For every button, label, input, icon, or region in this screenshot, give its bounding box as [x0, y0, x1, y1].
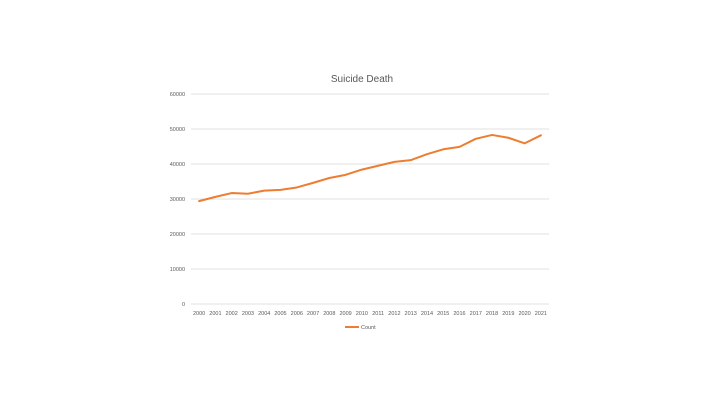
- y-tick-label: 60000: [170, 92, 185, 98]
- x-tick-label: 2011: [372, 311, 384, 317]
- y-tick-label: 20000: [170, 232, 185, 238]
- series-layer: [198, 133, 542, 203]
- x-tick-label: 2007: [307, 311, 319, 317]
- x-tick-label: 2008: [323, 311, 335, 317]
- x-tick-label: 2019: [502, 311, 514, 317]
- x-tick-label: 2017: [470, 311, 482, 317]
- y-axis-ticks: 0 10000 20000 30000 40000 50000 60000: [170, 92, 185, 308]
- x-tick-label: 2014: [421, 311, 433, 317]
- gridlines: [191, 93, 549, 305]
- x-tick-label: 2004: [258, 311, 270, 317]
- x-tick-label: 2010: [356, 311, 368, 317]
- x-tick-label: 2003: [242, 311, 254, 317]
- x-tick-label: 2013: [405, 311, 417, 317]
- x-axis-ticks: 2000 2001 2002 2003 2004 2005 2006 2007 2008 2009…: [193, 311, 547, 317]
- y-tick-label: 40000: [170, 162, 185, 168]
- x-tick-label: 2016: [453, 311, 465, 317]
- x-tick-label: 2006: [291, 311, 303, 317]
- x-tick-label: 2020: [518, 311, 530, 317]
- x-tick-label: 2005: [274, 311, 286, 317]
- series-line: [198, 133, 542, 203]
- y-tick-label: 10000: [170, 267, 185, 273]
- x-tick-label: 2001: [209, 311, 221, 317]
- x-tick-label: 2000: [193, 311, 205, 317]
- x-tick-label: 2012: [388, 311, 400, 317]
- x-tick-label: 2018: [486, 311, 498, 317]
- chart-title: Suicide Death: [331, 74, 393, 85]
- y-tick-label: 0: [182, 302, 185, 308]
- y-tick-label: 30000: [170, 197, 185, 203]
- x-tick-label: 2002: [226, 311, 238, 317]
- y-tick-label: 50000: [170, 127, 185, 133]
- x-tick-label: 2021: [535, 311, 547, 317]
- x-tick-label: 2009: [339, 311, 351, 317]
- x-tick-label: 2015: [437, 311, 449, 317]
- legend-label: Count: [361, 325, 376, 331]
- legend: Count: [345, 325, 376, 331]
